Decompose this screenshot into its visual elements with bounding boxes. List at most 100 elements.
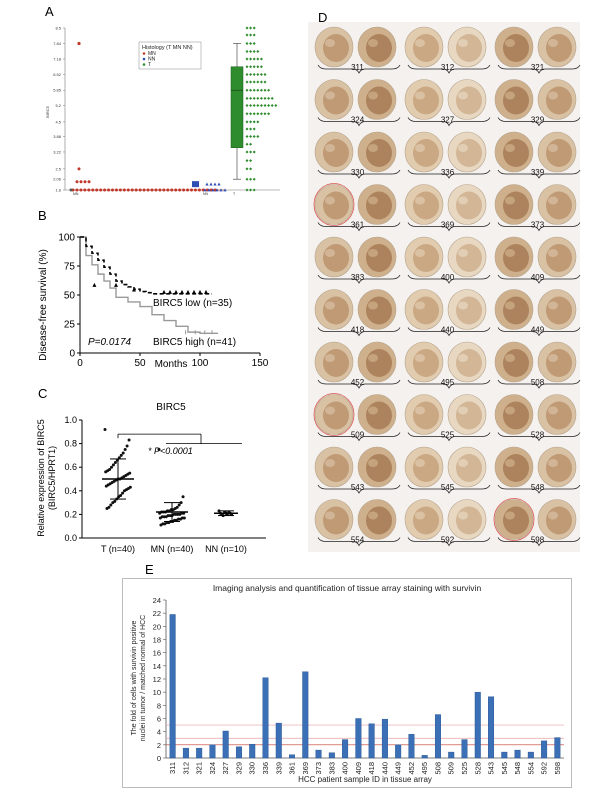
d-sample-label: 452 xyxy=(351,378,365,387)
d-tissue-core-stain xyxy=(323,454,349,482)
a-point-t xyxy=(259,96,263,100)
d-tissue-core-stain xyxy=(366,349,392,377)
a-point-t xyxy=(256,112,260,116)
a-point-mn xyxy=(77,167,81,171)
d-sample-label: 311 xyxy=(351,63,364,72)
b-censor-low xyxy=(180,289,184,294)
e-bar xyxy=(355,718,362,759)
c-point xyxy=(111,463,115,467)
a-point-t xyxy=(249,26,253,30)
d-tissue-core-stain xyxy=(546,244,572,272)
d-tissue-core-highlight xyxy=(458,459,468,467)
d-brace xyxy=(407,327,491,337)
c-ylabel: Relative expression of BIRC5 xyxy=(36,419,46,537)
b-xtick-label: 50 xyxy=(134,358,146,369)
d-tissue-core-stain xyxy=(413,34,439,62)
d-brace xyxy=(407,222,491,232)
e-bar xyxy=(395,744,402,759)
a-point-t xyxy=(263,112,267,116)
d-brace xyxy=(317,537,401,547)
d-sample-label: 525 xyxy=(441,431,455,440)
e-bar xyxy=(169,614,176,759)
d-sample-label: 330 xyxy=(351,168,365,177)
d-tissue-core-stain xyxy=(546,401,572,430)
e-bar xyxy=(368,723,375,759)
d-brace xyxy=(407,117,491,127)
d-tissue-core-stain xyxy=(413,244,439,272)
a-point-t xyxy=(256,96,260,100)
d-tissue-core-highlight xyxy=(325,459,335,467)
a-point-nn xyxy=(219,188,223,192)
e-xtick-label: 339 xyxy=(274,762,283,775)
c-point xyxy=(123,489,126,493)
e-xtick-label: 548 xyxy=(513,762,522,775)
a-point-t xyxy=(252,41,256,45)
b-censor-low xyxy=(162,289,166,294)
a-point-t xyxy=(245,96,249,100)
d-tissue-core-stain xyxy=(546,454,572,482)
c-point xyxy=(181,495,185,499)
c-point xyxy=(158,516,162,520)
d-tissue-core-highlight xyxy=(415,144,425,152)
a-point-nn xyxy=(207,188,211,192)
panel-letter-c: C xyxy=(38,386,48,401)
e-bar xyxy=(302,671,309,759)
d-tissue-core-stain xyxy=(456,454,482,482)
d-sample-label: 495 xyxy=(441,378,455,387)
d-tissue-core-highlight xyxy=(415,354,425,362)
e-xtick-label: 373 xyxy=(314,762,323,775)
a-point-t xyxy=(252,80,256,84)
d-brace xyxy=(407,274,491,284)
c-ytick-label: 0.8 xyxy=(64,439,77,449)
d-sample-label: 548 xyxy=(531,483,545,492)
a-point-t xyxy=(259,80,263,84)
a-ytick-label: 7.84 xyxy=(53,41,62,46)
d-tissue-core-highlight xyxy=(548,196,558,205)
e-xlabel: HCC patient sample ID in tissue array xyxy=(298,775,432,784)
c-point xyxy=(119,453,123,457)
e-xtick-label: 449 xyxy=(394,762,403,775)
d-tissue-core-stain xyxy=(503,191,529,220)
d-tissue-core-stain xyxy=(503,349,529,377)
d-brace xyxy=(317,169,401,179)
a-point-t xyxy=(252,65,256,69)
e-ytick-label: 8 xyxy=(157,701,161,710)
d-tissue-core-highlight xyxy=(505,459,515,467)
e-ytick-label: 12 xyxy=(153,675,161,684)
a-point-t xyxy=(245,134,249,138)
e-xtick-label: 324 xyxy=(208,762,217,775)
c-ylabel2: (BIRC5/HPRT1) xyxy=(47,446,57,510)
d-tissue-core-stain xyxy=(323,296,349,325)
e-ytick-label: 2 xyxy=(157,741,161,750)
e-xtick-label: 598 xyxy=(553,762,562,775)
d-tissue-core-stain xyxy=(503,86,529,115)
c-point xyxy=(109,503,113,507)
a-point-t xyxy=(252,88,256,92)
e-xtick-label: 495 xyxy=(420,762,429,775)
e-xtick-label: 409 xyxy=(354,762,363,775)
d-tissue-core-highlight xyxy=(458,511,468,520)
a-point-nn xyxy=(209,182,213,186)
a-point-t xyxy=(267,103,271,107)
d-tissue-core-stain xyxy=(366,244,392,272)
d-brace xyxy=(497,537,581,547)
a-point-t xyxy=(249,65,253,69)
a-point-t xyxy=(252,188,256,192)
d-tissue-core-highlight xyxy=(415,301,425,310)
e-ytick-label: 4 xyxy=(157,728,161,737)
d-sample-label: 449 xyxy=(531,326,545,335)
d-tissue-core-stain xyxy=(503,454,529,482)
e-xtick-label: 361 xyxy=(288,762,297,775)
a-point-t xyxy=(259,103,263,107)
e-bar xyxy=(421,755,428,759)
a-point-t xyxy=(245,72,249,76)
a-point-nn xyxy=(217,182,221,186)
c-xtick-label: NN (n=10) xyxy=(205,544,247,554)
panel-e-chart: Imaging analysis and quantification of t… xyxy=(122,578,572,788)
a-point-t xyxy=(249,142,253,146)
e-bar xyxy=(501,751,508,759)
a-point-t xyxy=(245,112,249,116)
d-sample-label: 327 xyxy=(441,116,455,125)
d-tissue-core-stain xyxy=(323,506,349,535)
a-ytick-label: 1.6 xyxy=(55,188,61,193)
